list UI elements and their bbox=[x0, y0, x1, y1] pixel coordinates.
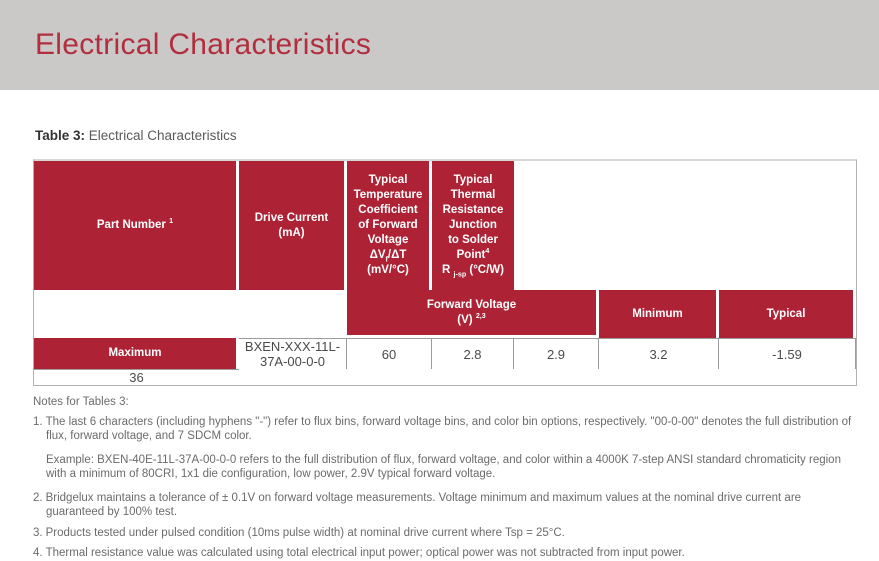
col-header-thermal-resistance: Typical Thermal Resistance Junction to S… bbox=[432, 161, 514, 290]
note-1-example: Example: BXEN-40E-11L-37A-00-0-0 refers … bbox=[46, 453, 841, 481]
note-4: 4. Thermal resistance value was calculate… bbox=[33, 547, 685, 559]
footnote-ref-2-3: 2,3 bbox=[475, 311, 486, 320]
col-header-forward-voltage: Forward Voltage (V) 2,3 bbox=[347, 290, 599, 338]
col-header-temp-coefficient: Typical Temperature Coefficient of Forwa… bbox=[347, 161, 432, 290]
table-caption: Table 3: Electrical Characteristics bbox=[35, 128, 879, 143]
table-row-cell-vf-max: 3.2 bbox=[599, 338, 719, 369]
table-row-cell-vf-min: 2.8 bbox=[432, 338, 514, 369]
footnote-ref-4: 4 bbox=[485, 247, 490, 256]
notes-title: Notes for Tables 3: bbox=[33, 396, 129, 408]
electrical-characteristics-table: Part Number 1 Drive Current (mA) Forward… bbox=[33, 159, 857, 386]
table-caption-label: Table 3: bbox=[35, 128, 86, 143]
r-jsp-formula: R j-sp (°C/W) bbox=[442, 264, 504, 279]
table-caption-text: Electrical Characteristics bbox=[88, 128, 237, 143]
col-header-part-number: Part Number 1 bbox=[34, 161, 239, 290]
col-header-drive-current: Drive Current (mA) bbox=[239, 161, 347, 290]
note-3: 3. Products tested under pulsed condition… bbox=[33, 526, 565, 539]
table-row-cell-part-number: BXEN-XXX-11L-37A-00-0-0 bbox=[239, 338, 347, 369]
notes-section: Notes for Tables 3: 1. The last 6 charact… bbox=[33, 395, 857, 561]
col-header-vf-minimum: Minimum bbox=[599, 290, 719, 338]
footnote-ref-1: 1 bbox=[169, 217, 174, 226]
col-header-vf-typical: Typical bbox=[719, 290, 856, 338]
header-banner: Electrical Characteristics bbox=[0, 0, 879, 90]
note-1: 1. The last 6 characters (including hyphe… bbox=[33, 415, 852, 443]
note-2: 2. Bridgelux maintains a tolerance of ± 0… bbox=[33, 491, 802, 519]
table-row-cell-temp-coeff: -1.59 bbox=[719, 338, 856, 369]
table-row-cell-thermal-resistance: 36 bbox=[34, 369, 239, 385]
page-title: Electrical Characteristics bbox=[35, 28, 372, 61]
col-header-vf-maximum: Maximum bbox=[34, 338, 239, 369]
table-row-cell-drive-current: 60 bbox=[347, 338, 432, 369]
delta-vf-delta-t-formula: ΔVf/ΔT bbox=[369, 249, 407, 264]
table-row-cell-vf-typ: 2.9 bbox=[514, 338, 599, 369]
